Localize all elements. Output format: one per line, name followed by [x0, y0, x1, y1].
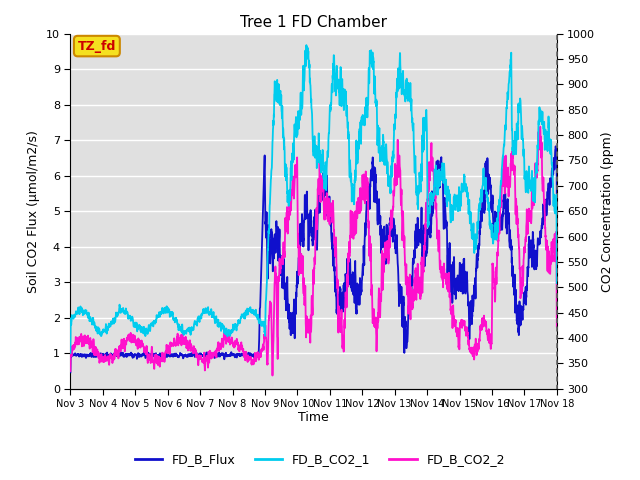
FD_B_Flux [67, 370, 74, 375]
FD_B_CO2_2 [544, 268, 552, 274]
FD_B_Flux [543, 192, 551, 198]
FD_B_CO2_1 [553, 280, 561, 286]
FD_B_CO2_1 [543, 136, 551, 142]
Line: FD_B_CO2_1: FD_B_CO2_1 [70, 45, 557, 353]
Y-axis label: CO2 Concentration (ppm): CO2 Concentration (ppm) [601, 131, 614, 291]
Text: TZ_fd: TZ_fd [77, 39, 116, 53]
FD_B_CO2_1 [67, 350, 74, 356]
X-axis label: Time: Time [298, 410, 329, 424]
FD_B_CO2_2 [536, 124, 544, 130]
FD_B_CO2_1 [151, 319, 159, 324]
FD_B_CO2_2 [553, 324, 561, 329]
FD_B_Flux [151, 352, 159, 358]
FD_B_CO2_2 [151, 356, 159, 362]
FD_B_CO2_1 [274, 99, 282, 105]
FD_B_CO2_2 [122, 339, 130, 345]
FD_B_Flux [253, 350, 260, 356]
Line: FD_B_CO2_2: FD_B_CO2_2 [70, 127, 557, 375]
Y-axis label: Soil CO2 Flux (μmol/m2/s): Soil CO2 Flux (μmol/m2/s) [28, 130, 40, 293]
FD_B_CO2_1 [253, 314, 260, 320]
FD_B_CO2_2 [269, 372, 276, 378]
FD_B_Flux [552, 144, 559, 149]
Line: FD_B_Flux: FD_B_Flux [70, 146, 557, 372]
FD_B_CO2_2 [67, 368, 74, 374]
Title: Tree 1 FD Chamber: Tree 1 FD Chamber [240, 15, 387, 30]
FD_B_CO2_1 [491, 233, 499, 239]
Legend: FD_B_Flux, FD_B_CO2_1, FD_B_CO2_2: FD_B_Flux, FD_B_CO2_1, FD_B_CO2_2 [130, 448, 510, 471]
FD_B_CO2_1 [303, 42, 310, 48]
FD_B_Flux [122, 353, 130, 359]
FD_B_CO2_2 [275, 303, 282, 309]
FD_B_CO2_1 [122, 306, 130, 312]
FD_B_Flux [553, 202, 561, 208]
FD_B_Flux [491, 220, 499, 226]
FD_B_CO2_2 [253, 354, 260, 360]
FD_B_Flux [274, 244, 282, 250]
FD_B_CO2_2 [491, 299, 499, 304]
